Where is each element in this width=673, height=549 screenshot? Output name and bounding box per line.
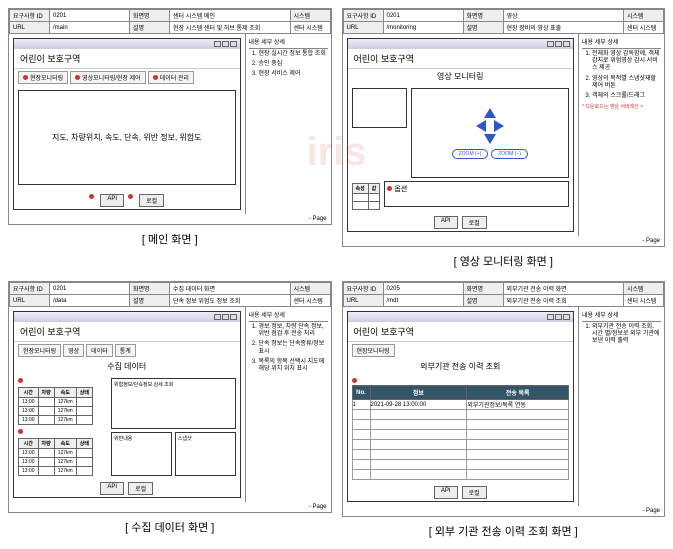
close-icon[interactable] [563, 314, 570, 320]
table-row[interactable] [352, 420, 569, 430]
table-row[interactable] [352, 470, 569, 480]
table-row[interactable] [352, 440, 569, 450]
map-placeholder: 지도, 차량위치, 속도, 단속, 위반 정보, 위험도 [18, 90, 236, 185]
max-icon[interactable] [222, 314, 229, 320]
table-row[interactable] [352, 430, 569, 440]
tab[interactable]: 통계 [115, 344, 136, 357]
detail-box: 위험정보/단속정보 상세 조회 [111, 378, 236, 429]
panel-external: 요구사항 ID 0205 화면명 외부기관 전송 이력 화면 시스템 URL /… [342, 281, 666, 541]
arrow-right-icon[interactable] [494, 120, 504, 132]
data-table-1: 시간차량속도상태 13:00127km 13:00127km 13:00127k… [18, 387, 93, 425]
tabs: 현장모니터링 영상모니터링/현장 제어 데이터 관리 [14, 69, 240, 86]
table-row[interactable] [352, 460, 569, 470]
page-foot: - Page [9, 214, 331, 224]
min-icon[interactable] [547, 314, 554, 320]
layout-grid: 요구사항 ID 0201 화면명 센터 시스템 메인 시스템 URL /main… [0, 0, 673, 549]
api-button[interactable]: API [100, 482, 124, 495]
caption: [ 외부 기관 전송 이력 조회 화면 ] [342, 523, 666, 539]
table-row[interactable] [352, 450, 569, 460]
app-title: 어린이 보호구역 [14, 49, 240, 69]
sub-title: 영상 모니터링 [348, 69, 574, 84]
max-icon[interactable] [222, 41, 229, 47]
local-button[interactable]: 로컬 [462, 486, 487, 499]
tab-2[interactable]: 영상모니터링/현장 제어 [70, 71, 146, 84]
max-icon[interactable] [555, 41, 562, 47]
ptz-control: ZOOM (+) ZOOM (−) [411, 88, 570, 178]
dot-icon [89, 194, 94, 199]
caption: [ 메인 화면 ] [8, 231, 332, 247]
dot-icon [153, 75, 158, 80]
table-row[interactable] [352, 410, 569, 420]
min-icon[interactable] [214, 314, 221, 320]
panel-main: 요구사항 ID 0201 화면명 센터 시스템 메인 시스템 URL /main… [8, 8, 332, 271]
zoom-in-button[interactable]: ZOOM (+) [452, 149, 489, 159]
caption: [ 수집 데이터 화면 ] [8, 519, 332, 535]
header-table: 요구사항 ID 0201 화면명 센터 시스템 메인 시스템 URL /main… [9, 9, 331, 34]
arrow-down-icon[interactable] [484, 134, 496, 144]
max-icon[interactable] [555, 314, 562, 320]
dot-icon [75, 75, 80, 80]
tab[interactable]: 데이터 [86, 344, 113, 357]
tab[interactable]: 현장모니터링 [352, 344, 395, 357]
dot-icon [352, 378, 357, 383]
close-icon[interactable] [563, 41, 570, 47]
min-icon[interactable] [547, 41, 554, 47]
snapshot-box: 스냅샷 [175, 432, 236, 477]
table-row[interactable]: 12021-09-28 13:00:00외부기관정보/목록 연동 [352, 400, 569, 410]
panel-video: 요구사항 ID 0201 화면명 영상 시스템 URL /monitoring … [342, 8, 666, 271]
mock-window: 어린이 보호구역 현장모니터링 영상모니터링/현장 제어 데이터 관리 지도, … [13, 38, 241, 210]
panel-collect: 요구사항 ID 0201 화면명 수집 데이터 화면 시스템 URL /data… [8, 281, 332, 541]
local-button[interactable]: 로컬 [139, 194, 164, 207]
close-icon[interactable] [230, 314, 237, 320]
tab-1[interactable]: 현장모니터링 [18, 71, 68, 84]
zoom-out-button[interactable]: ZOOM (−) [491, 149, 528, 159]
dot-icon [23, 75, 28, 80]
tab-3[interactable]: 데이터 관리 [148, 71, 194, 84]
dot-icon [128, 194, 133, 199]
arrow-left-icon[interactable] [476, 120, 486, 132]
dot-icon [18, 378, 23, 383]
warning-text: * 다운로드는 영상 서버에선 × [582, 103, 661, 110]
local-button[interactable]: 로컬 [128, 482, 153, 495]
option-box: 옵션 [384, 181, 569, 207]
dot-icon [18, 429, 23, 434]
violation-box: 위반내용 [111, 432, 172, 477]
close-icon[interactable] [230, 41, 237, 47]
api-button[interactable]: API [434, 216, 458, 229]
tab[interactable]: 현장모니터링 [18, 344, 61, 357]
local-button[interactable]: 로컬 [462, 216, 487, 229]
attr-table: 속성값 [352, 183, 381, 210]
min-icon[interactable] [214, 41, 221, 47]
data-table-2: 시간차량속도상태 13:00127km 13:00127km 13:00127k… [18, 438, 93, 476]
dot-icon [387, 186, 392, 191]
arrow-up-icon[interactable] [484, 108, 496, 118]
api-button[interactable]: API [434, 486, 458, 499]
header-table: 요구사항 ID 0201 화면명 영상 시스템 URL /monitoring … [343, 9, 665, 34]
video-thumb[interactable] [352, 88, 407, 128]
history-table: No. 정보 전송 목록 12021-09-28 13:00:00외부기관정보/… [352, 385, 570, 480]
caption: [ 영상 모니터링 화면 ] [342, 253, 666, 269]
side-notes: 내용 세부 상세 현장 실시간 정보 통합 조회 승인 중심 현장 서비스 제어 [246, 34, 331, 214]
tab[interactable]: 영상 [63, 344, 84, 357]
mock-window: 어린이 보호구역 영상 모니터링 [347, 38, 575, 232]
titlebar [14, 39, 240, 49]
api-button[interactable]: API [100, 194, 124, 207]
